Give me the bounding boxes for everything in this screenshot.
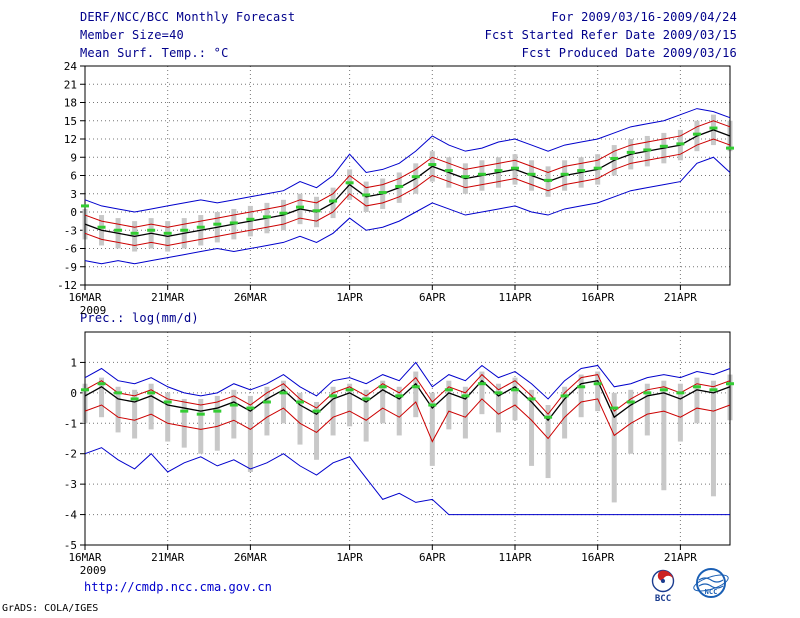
ncc-logo-label: NCC: [705, 588, 718, 596]
svg-text:2009: 2009: [80, 304, 107, 317]
svg-text:21: 21: [64, 78, 77, 91]
svg-text:21MAR: 21MAR: [151, 551, 184, 564]
svg-text:9: 9: [70, 151, 77, 164]
svg-text:26MAR: 26MAR: [234, 291, 267, 304]
svg-text:21APR: 21APR: [664, 291, 697, 304]
svg-text:18: 18: [64, 97, 77, 110]
svg-text:-3: -3: [64, 224, 77, 237]
grads-credit: GrADS: COLA/IGES: [2, 603, 99, 614]
svg-text:6APR: 6APR: [419, 291, 446, 304]
svg-text:15: 15: [64, 115, 77, 128]
bcc-logo-emblem: [651, 569, 675, 593]
svg-text:21APR: 21APR: [664, 551, 697, 564]
svg-text:-2: -2: [64, 448, 77, 461]
svg-text:-4: -4: [64, 509, 78, 522]
svg-text:24: 24: [64, 60, 78, 73]
svg-text:1APR: 1APR: [336, 291, 363, 304]
member-size-label: Member Size=40: [80, 28, 184, 42]
svg-text:3: 3: [70, 188, 77, 201]
source-url-link[interactable]: http://cmdp.ncc.cma.gov.cn: [84, 580, 272, 594]
svg-text:0: 0: [70, 387, 77, 400]
page-title: DERF/NCC/BCC Monthly Forecast: [80, 10, 296, 24]
svg-text:16MAR: 16MAR: [68, 551, 101, 564]
svg-text:6: 6: [70, 170, 77, 183]
temp-chart-title: Mean Surf. Temp.: °C: [80, 46, 229, 60]
svg-text:-6: -6: [64, 243, 77, 256]
svg-text:1: 1: [70, 356, 77, 369]
svg-text:16APR: 16APR: [581, 551, 614, 564]
svg-text:11APR: 11APR: [498, 551, 531, 564]
svg-text:-3: -3: [64, 478, 77, 491]
svg-text:-12: -12: [57, 279, 77, 292]
svg-text:16MAR: 16MAR: [68, 291, 101, 304]
svg-text:16APR: 16APR: [581, 291, 614, 304]
bcc-logo-label: BCC: [654, 594, 672, 604]
fcst-started-date: Fcst Started Refer Date 2009/03/15: [484, 28, 737, 42]
svg-text:-5: -5: [64, 539, 77, 552]
svg-text:11APR: 11APR: [498, 291, 531, 304]
fcst-produced-date: Fcst Produced Date 2009/03/16: [521, 46, 737, 60]
prec-chart-title: Prec.: log(mm/d): [80, 311, 199, 325]
ncc-logo-emblem: NCC: [693, 568, 729, 598]
svg-text:-1: -1: [64, 417, 77, 430]
svg-text:-9: -9: [64, 261, 77, 274]
svg-text:2009: 2009: [80, 564, 107, 577]
ncc-logo: NCC: [688, 566, 734, 600]
svg-text:12: 12: [64, 133, 77, 146]
svg-text:0: 0: [70, 206, 77, 219]
svg-text:26MAR: 26MAR: [234, 551, 267, 564]
svg-text:21MAR: 21MAR: [151, 291, 184, 304]
svg-text:1APR: 1APR: [336, 551, 363, 564]
bcc-logo: BCC: [640, 568, 686, 604]
svg-text:6APR: 6APR: [419, 551, 446, 564]
forecast-range: For 2009/03/16-2009/04/24: [551, 10, 737, 24]
